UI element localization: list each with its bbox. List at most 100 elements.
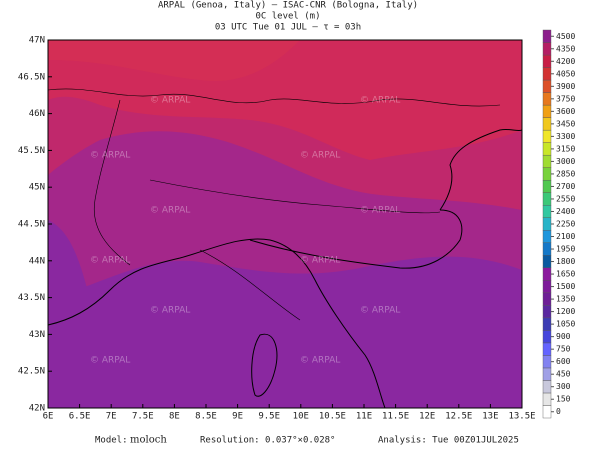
colorbar-swatch: [542, 230, 552, 243]
colorbar-swatch: [542, 242, 552, 256]
colorbar-label: 1500: [556, 282, 575, 291]
colorbar-label: 4200: [556, 57, 575, 66]
colorbar-label: 900: [556, 332, 571, 341]
colorbar-swatch: [542, 167, 552, 181]
colorbar-swatch: [542, 154, 552, 168]
header-line: 0C level (m): [255, 12, 320, 22]
x-tick-label: 10E: [293, 412, 309, 422]
colorbar-swatch: [542, 92, 552, 106]
y-tick-label: 45.5N: [18, 146, 45, 156]
header-line: ARPAL (Genoa, Italy) – ISAC-CNR (Bologna…: [158, 1, 418, 11]
colorbar-swatch: [542, 79, 552, 93]
colorbar-label: 3900: [556, 82, 575, 91]
watermark: © ARPAL: [150, 206, 190, 216]
footer-text: Model:: [95, 436, 128, 446]
colorbar-swatch: [542, 392, 552, 406]
colorbar-label: 2250: [556, 220, 575, 229]
watermarks: © ARPAL © ARPAL © ARPAL © ARPAL © ARPAL …: [90, 96, 400, 366]
colorbar-label: 1800: [556, 257, 575, 266]
x-tick-label: 8E: [169, 412, 180, 422]
colorbar-swatch: [542, 54, 552, 68]
map-field: [48, 40, 522, 408]
footer-text: moloch: [130, 435, 167, 446]
colorbar-label: 4050: [556, 69, 575, 78]
colorbar-swatch: [542, 280, 552, 294]
watermark: © ARPAL: [360, 206, 400, 216]
colorbar-label: 3600: [556, 107, 575, 116]
footer-text: Analysis: Tue 00Z01JUL2025: [378, 436, 519, 446]
x-tick-label: 12.5E: [445, 412, 472, 422]
colorbar-swatch: [542, 405, 552, 419]
x-tick-label: 6.5E: [69, 412, 91, 422]
colorbar-swatch: [542, 367, 552, 381]
y-tick-label: 44N: [29, 256, 45, 266]
watermark: © ARPAL: [90, 151, 130, 161]
colorbar-swatch: [542, 205, 552, 218]
colorbar-label: 2550: [556, 194, 575, 203]
colorbar-label: 3150: [556, 144, 575, 153]
colorbar-label: 750: [556, 345, 571, 354]
header-line: 03 UTC Tue 01 JUL – τ = 03h: [215, 23, 361, 33]
y-tick-label: 47N: [29, 36, 45, 46]
watermark: © ARPAL: [360, 306, 400, 316]
colorbar-swatch: [542, 317, 552, 331]
watermark: © ARPAL: [90, 356, 130, 366]
x-tick-label: 12E: [419, 412, 435, 422]
colorbar-label: 4500: [556, 32, 575, 41]
y-tick-label: 42.5N: [18, 367, 45, 377]
colorbar-swatch: [542, 355, 552, 369]
colorbar-swatch: [542, 67, 552, 81]
x-tick-label: 9E: [232, 412, 243, 422]
y-tick-label: 44.5N: [18, 220, 45, 230]
colorbar-label: 1950: [556, 245, 575, 254]
colorbar-label: 2700: [556, 182, 575, 191]
colorbar-swatch: [542, 305, 552, 319]
colorbar-swatch: [542, 217, 552, 231]
colorbar-label: 3300: [556, 132, 575, 141]
y-tick-label: 45N: [29, 183, 45, 193]
x-tick-label: 6E: [43, 412, 54, 422]
y-tick-label: 43.5N: [18, 293, 45, 303]
colorbar-swatch: [542, 292, 552, 306]
colorbar-label: 3750: [556, 94, 575, 103]
x-tick-label: 8.5E: [195, 412, 217, 422]
x-tick-label: 7E: [106, 412, 117, 422]
coastlines: [47, 128, 523, 409]
colorbar-swatch: [542, 129, 552, 143]
watermark: © ARPAL: [300, 151, 340, 161]
colorbar-swatch: [542, 29, 552, 43]
colorbar-swatch: [542, 104, 552, 118]
colorbar-label: 2100: [556, 232, 575, 241]
x-tick-label: 11.5E: [382, 412, 409, 422]
colorbar-label: 600: [556, 357, 571, 366]
watermark: © ARPAL: [300, 356, 340, 366]
watermark: © ARPAL: [90, 256, 130, 266]
x-tick-label: 7.5E: [132, 412, 154, 422]
watermark: © ARPAL: [150, 96, 190, 106]
y-tick-label: 46.5N: [18, 72, 45, 82]
colorbar-swatch: [542, 142, 552, 156]
colorbar-label: 3000: [556, 157, 575, 166]
footer-text: Resolution: 0.037°×0.028°: [200, 436, 335, 446]
colorbar-swatch: [542, 380, 552, 394]
y-tick-label: 43N: [29, 330, 45, 340]
watermark: © ARPAL: [150, 306, 190, 316]
colorbar-label: 150: [556, 395, 571, 404]
colorbar-label: 1200: [556, 307, 575, 316]
colorbar-label: 450: [556, 370, 571, 379]
watermark: © ARPAL: [300, 256, 340, 266]
colorbar-label: 2400: [556, 207, 575, 216]
colorbar-swatch: [542, 192, 552, 206]
colorbar-label: 1050: [556, 320, 575, 329]
colorbar-swatch: [542, 117, 552, 131]
colorbar-swatch: [542, 179, 552, 193]
colorbar-swatch: [542, 330, 552, 344]
x-tick-label: 10.5E: [319, 412, 346, 422]
x-tick-label: 9.5E: [258, 412, 280, 422]
colorbar-label: 3450: [556, 119, 575, 128]
colorbar-label: 2850: [556, 169, 575, 178]
x-tick-label: 13.5E: [508, 412, 535, 422]
colorbar-label: 0: [556, 407, 561, 416]
colorbar-label: 4350: [556, 44, 575, 53]
